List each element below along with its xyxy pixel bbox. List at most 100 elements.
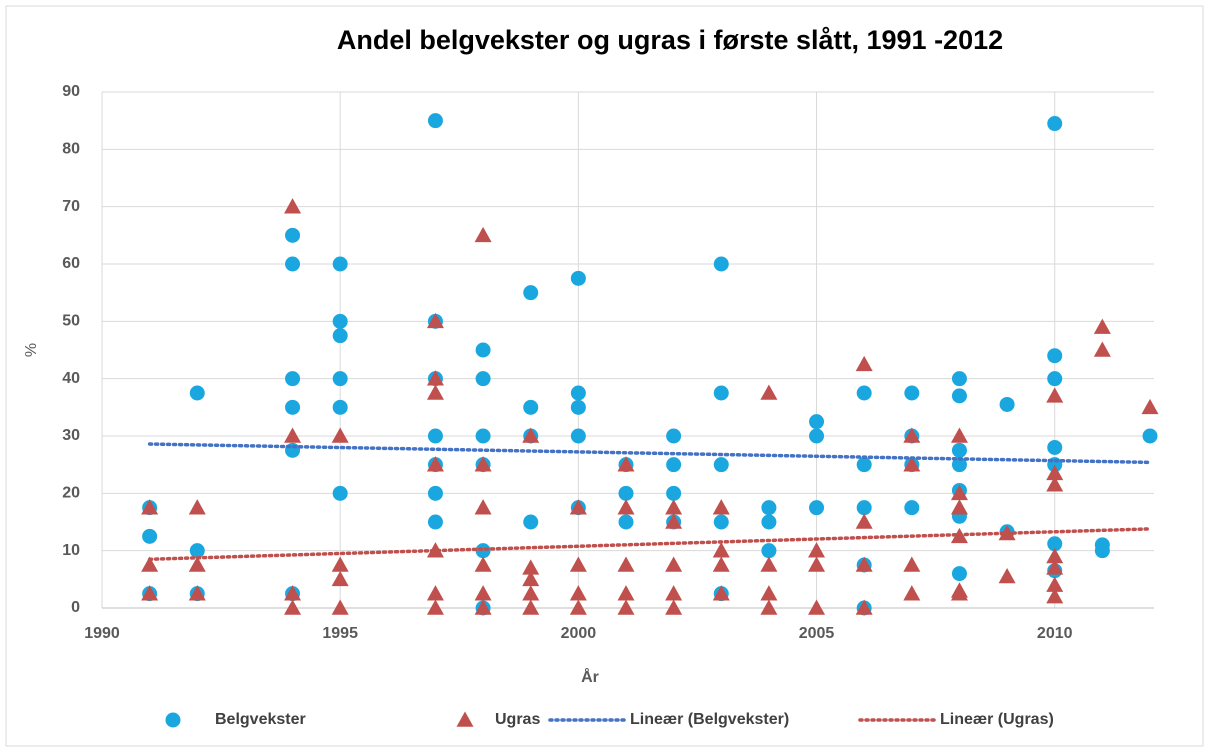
point [666, 428, 682, 444]
point [331, 556, 349, 572]
point [809, 500, 825, 516]
point [761, 543, 777, 559]
point [1046, 576, 1064, 592]
point [1046, 476, 1064, 492]
point [474, 585, 492, 601]
point [285, 256, 301, 272]
point [475, 371, 491, 387]
point [475, 428, 491, 444]
point [284, 198, 302, 214]
point [331, 599, 349, 615]
point [712, 542, 730, 558]
point [713, 385, 729, 401]
point [761, 514, 777, 530]
point [426, 384, 444, 400]
y-tick-label: 40 [62, 370, 80, 387]
point [713, 256, 729, 272]
point [950, 585, 968, 601]
x-tick-label: 2005 [799, 625, 835, 642]
legend-marker [456, 711, 474, 727]
point [189, 543, 205, 559]
point [665, 499, 683, 515]
point [856, 500, 872, 516]
point [760, 599, 778, 615]
point [426, 312, 444, 329]
point [475, 342, 491, 358]
y-tick-label: 50 [62, 313, 80, 330]
point [712, 499, 730, 515]
point [903, 456, 921, 472]
point [426, 599, 444, 615]
point [426, 456, 444, 472]
point [332, 256, 348, 272]
point [666, 457, 682, 473]
point [999, 396, 1015, 412]
point [1047, 116, 1063, 132]
point [1047, 348, 1063, 364]
point [284, 599, 302, 615]
point [618, 485, 634, 501]
point [570, 270, 586, 286]
point [475, 543, 491, 559]
point [1047, 536, 1063, 552]
point [141, 499, 159, 515]
point [522, 559, 540, 575]
point [1046, 559, 1064, 575]
point [569, 585, 587, 601]
point [474, 599, 492, 615]
y-tick-label: 20 [62, 485, 80, 502]
point [141, 585, 159, 601]
point [332, 328, 348, 344]
y-tick-label: 90 [62, 83, 80, 100]
point [474, 556, 492, 572]
point [474, 499, 492, 515]
point [188, 585, 206, 601]
point [522, 585, 540, 601]
point [665, 585, 683, 601]
chart-border [5, 5, 1204, 747]
point [284, 585, 302, 601]
point [951, 442, 967, 458]
point [855, 599, 873, 615]
point [188, 556, 206, 572]
point [522, 570, 540, 587]
point [617, 599, 635, 615]
point [1142, 428, 1158, 444]
point [809, 414, 825, 430]
point [904, 385, 920, 401]
point [427, 428, 443, 444]
point [427, 485, 443, 501]
point [426, 542, 444, 558]
x-tick-label: 1995 [322, 625, 358, 642]
y-axis-title: % [23, 343, 40, 357]
y-tick-label: 10 [62, 542, 80, 559]
y-tick-label: 80 [62, 141, 80, 158]
x-tick-label: 2000 [561, 625, 597, 642]
point [188, 499, 206, 515]
point [284, 427, 302, 443]
point [331, 427, 349, 443]
point [1093, 318, 1111, 334]
point [523, 514, 539, 530]
point [951, 371, 967, 387]
point [950, 499, 968, 515]
point [426, 585, 444, 601]
point [618, 514, 634, 530]
point [474, 456, 492, 472]
point [426, 370, 444, 386]
point [617, 499, 635, 515]
x-axis-title: År [581, 667, 599, 686]
point [332, 313, 348, 329]
point [903, 556, 921, 572]
point [285, 399, 301, 415]
point [713, 514, 729, 530]
point [903, 427, 921, 443]
point [998, 567, 1016, 584]
point [856, 385, 872, 401]
point [855, 556, 873, 572]
chart-title: Andel belgvekster og ugras i første slåt… [337, 25, 1003, 55]
point [1094, 543, 1110, 559]
point [474, 226, 492, 243]
